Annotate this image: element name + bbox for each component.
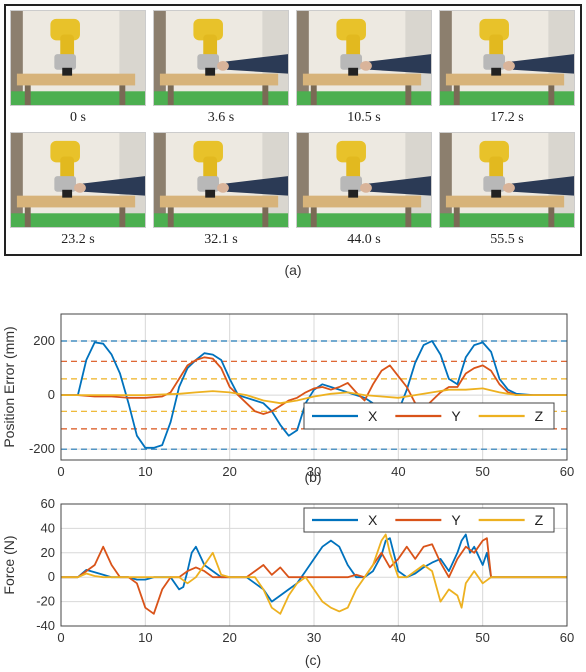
panel-label-c: (c) [304, 652, 322, 668]
x-tick-label: 60 [560, 630, 574, 645]
legend-label-x: X [368, 512, 378, 528]
plot-frame [60, 313, 568, 461]
legend-label-z: Z [535, 408, 544, 424]
y-tick-label: 60 [41, 496, 55, 511]
y-tick-label: -40 [36, 618, 55, 633]
y-tick-label: 0 [48, 569, 55, 584]
legend-label-z: Z [535, 512, 544, 528]
robot-photo-frame [296, 132, 432, 228]
robot-photo-frame [153, 10, 289, 106]
y-tick-label: 200 [33, 333, 55, 348]
robot-photo-frame [10, 10, 146, 106]
frame-time-caption: 32.1 s [204, 232, 238, 247]
panel-label-a: (a) [284, 262, 302, 278]
x-tick-label: 30 [307, 630, 321, 645]
series-line-z [61, 533, 567, 615]
frame-time-caption: 44.0 s [347, 232, 381, 247]
x-tick-label: 60 [560, 464, 574, 479]
y-axis-label: Force (N) [1, 535, 17, 594]
series-line-y [61, 356, 567, 415]
frame-time-caption: 55.5 s [490, 232, 524, 247]
x-tick-label: 50 [475, 630, 489, 645]
y-tick-label: 0 [48, 387, 55, 402]
legend-label-y: Y [451, 408, 461, 424]
force-chart: 0 10 20 30 40 50 60 -40 -20 0 20 40 60 Force (N) X Y Z [1, 496, 574, 645]
frame-time-caption: 17.2 s [490, 110, 524, 125]
legend-label-x: X [368, 408, 378, 424]
plot-frame [60, 503, 568, 627]
x-tick-label: 0 [57, 630, 64, 645]
legend-label-y: Y [451, 512, 461, 528]
x-tick-label: 30 [307, 464, 321, 479]
series-line-y [61, 537, 567, 615]
y-tick-label: -20 [36, 594, 55, 609]
x-tick-label: 20 [222, 464, 236, 479]
x-tick-label: 40 [391, 464, 405, 479]
robot-photo-frame [439, 10, 575, 106]
series-line-z [61, 387, 567, 405]
x-tick-label: 20 [222, 630, 236, 645]
x-tick-label: 10 [138, 630, 152, 645]
x-tick-label: 10 [138, 464, 152, 479]
y-tick-label: 20 [41, 545, 55, 560]
x-tick-label: 40 [391, 630, 405, 645]
photo-sequence-panel [4, 4, 582, 256]
frame-time-caption: 0 s [70, 110, 86, 125]
y-axis-label: Position Error (mm) [1, 326, 17, 447]
x-tick-label: 50 [475, 464, 489, 479]
panel-label-b: (b) [304, 469, 322, 485]
y-tick-label: -200 [29, 441, 55, 456]
frame-time-caption: 3.6 s [207, 110, 235, 125]
frame-time-caption: 23.2 s [61, 232, 95, 247]
robot-photo-frame [10, 132, 146, 228]
robot-photo-frame [439, 132, 575, 228]
y-tick-label: 40 [41, 520, 55, 535]
robot-photo-frame [296, 10, 432, 106]
frame-time-caption: 10.5 s [347, 110, 381, 125]
x-tick-label: 0 [57, 464, 64, 479]
robot-photo-frame [153, 132, 289, 228]
